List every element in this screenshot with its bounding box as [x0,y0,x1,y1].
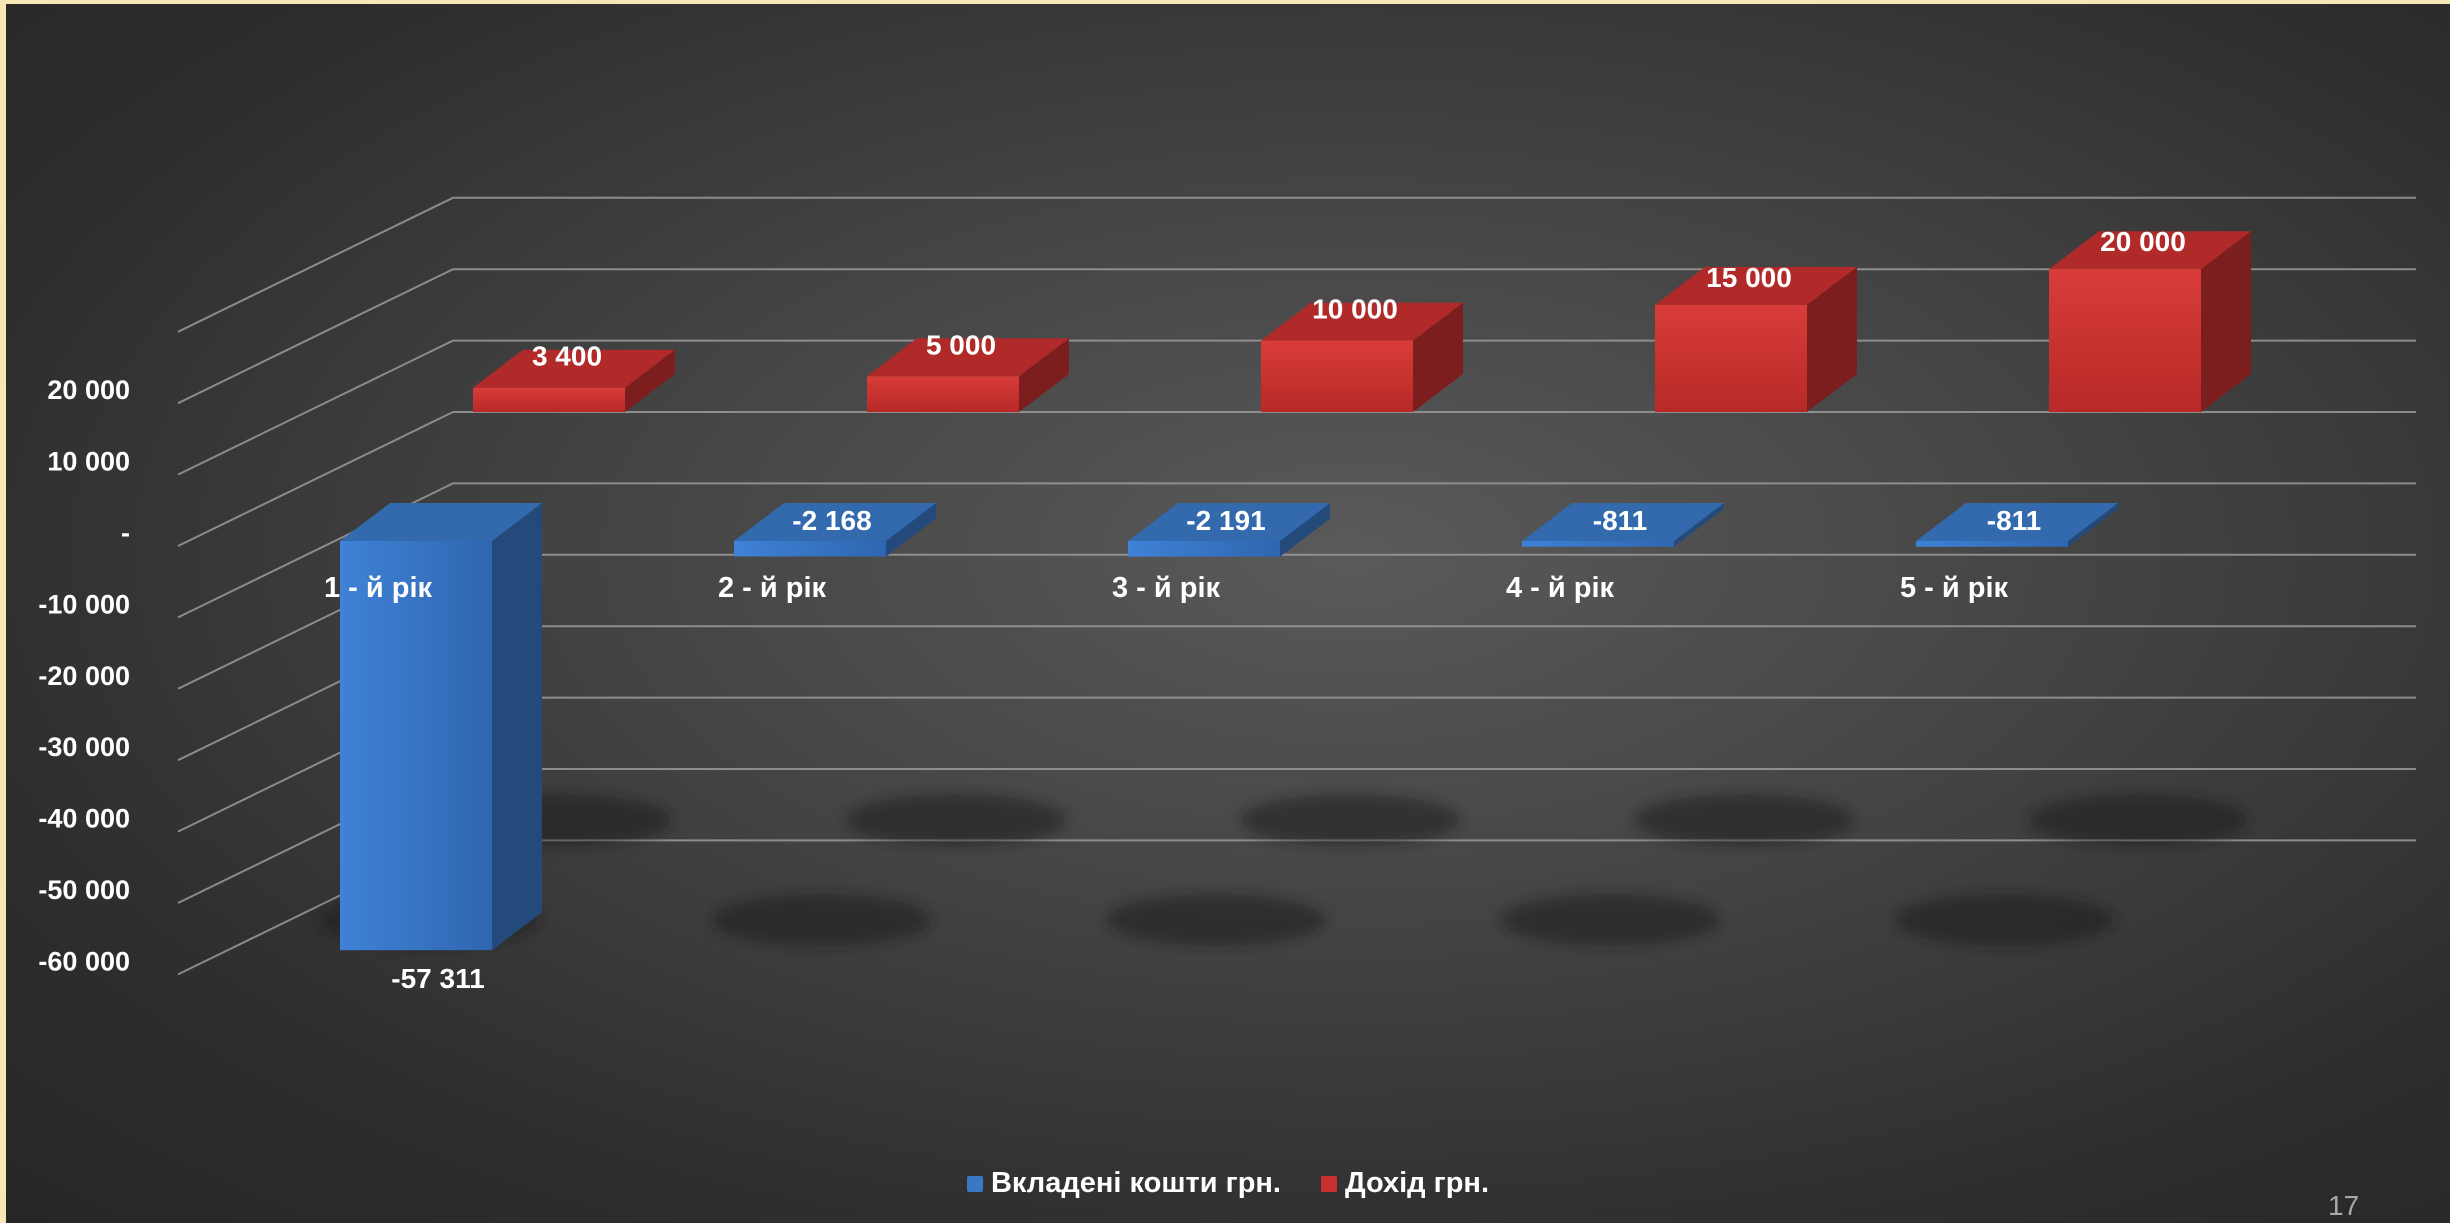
invested-bar-top [1916,503,2118,541]
income-bar-side [625,349,675,412]
shadow [1240,794,1460,846]
income-data-label: 15 000 [1706,262,1792,293]
invested-bar-front [1522,541,1674,547]
category-label: 3 - й рік [1112,572,1221,604]
y-tick-label: -20 000 [38,661,130,691]
invested-bar [1916,503,2118,547]
slide-number: 17 [2328,1190,2360,1221]
shadow [1634,794,1854,846]
income-bar-top [473,349,675,388]
gridline [177,196,2416,333]
y-tick-label: -40 000 [38,804,130,834]
invested-series [340,503,2118,951]
shadow [1894,894,2114,946]
chart-plot: 20 000 10 000 - -10 000 -20 000 -30 000 -40 00… [38,196,2416,994]
income-bar-front [473,387,625,412]
invested-bar-side [2068,503,2118,547]
y-tick-label: -50 000 [38,875,130,905]
invested-bar [1522,503,1724,547]
legend-label-invested: Вкладені кошти грн. [990,1167,1281,1199]
shadow [1500,894,1720,946]
income-bar-top [867,338,1069,377]
invested-bar-side [492,503,542,951]
shadow [1106,894,1326,946]
y-tick-label: - [121,518,130,548]
y-tick-label: 20 000 [47,375,130,405]
income-bar [2049,231,2251,412]
income-bar [473,349,675,412]
invested-data-label: -811 [1987,505,2042,536]
invested-bar-side [1280,503,1330,557]
x-axis-category-labels: 1 - й рік 2 - й рік 3 - й рік 4 - й рік 5 - … [324,572,2009,604]
invested-bar-top [1522,503,1724,541]
slide: 20 000 10 000 - -10 000 -20 000 -30 000 -40 00… [6,4,2450,1223]
legend-swatch-invested [966,1175,983,1192]
gridline [177,482,2416,619]
income-bar [1655,266,1857,412]
invested-bar [1128,503,1330,557]
y-axis-tick-labels: 20 000 10 000 - -10 000 -20 000 -30 000 -40 00… [38,375,130,976]
shadow [2028,794,2248,846]
income-data-label: 20 000 [2100,226,2186,257]
legend-item-income: Дохід грн. [1320,1167,1490,1200]
legend-item-invested: Вкладені кошти грн. [966,1167,1281,1200]
category-label: 4 - й рік [1506,572,1615,604]
shadow [712,894,932,946]
category-label: 1 - й рік [324,572,433,604]
income-bar-top [1261,302,1463,341]
invested-bar-side [1674,503,1724,547]
income-bar-side [1807,266,1857,412]
y-tick-label: -10 000 [38,589,130,619]
invested-bar-top [1128,503,1330,541]
income-bar-front [1655,304,1807,412]
invested-bar-front [340,541,492,951]
income-bar-side [1019,338,1069,412]
income-data-label: 10 000 [1312,294,1398,325]
income-bar [1261,302,1463,412]
invested-bar-front [1916,541,2068,547]
bar-shadows [318,794,2248,946]
income-bar-side [1413,302,1463,412]
invested-bar-front [1128,541,1280,557]
invested-bar-top [734,503,936,541]
income-bar-side [2201,231,2251,412]
income-bar-front [867,376,1019,412]
shadow [846,794,1066,846]
chart-legend: Вкладені кошти грн. Дохід грн. [6,1167,2450,1200]
income-bar-top [2049,231,2251,270]
invested-data-label: -57 311 [391,963,484,994]
legend-swatch-income [1320,1175,1337,1192]
income-bar-front [1261,340,1413,412]
income-bar [867,338,1069,412]
data-labels: 3 400 -57 311 5 000 -2 168 10 000 -2 191 15 00… [391,226,2186,994]
y-tick-label: -30 000 [38,732,130,762]
invested-bar [734,503,936,557]
invested-data-label: -2 191 [1186,505,1265,536]
invested-bar [340,503,542,951]
income-data-label: 3 400 [532,341,602,372]
invested-bar-side [886,503,936,557]
income-series [473,231,2251,412]
y-tick-label: -60 000 [38,946,130,976]
income-data-label: 5 000 [926,329,996,360]
invested-bar-front [734,541,886,557]
invested-data-label: -811 [1593,505,1648,536]
invested-bar-top [340,503,542,541]
income-bar-front [2049,269,2201,412]
invested-data-label: -2 168 [792,505,871,536]
category-label: 5 - й рік [1900,572,2009,604]
legend-label-income: Дохід грн. [1344,1167,1490,1199]
income-bar-top [1655,266,1857,305]
category-label: 2 - й рік [718,572,827,604]
y-tick-label: 10 000 [47,447,130,477]
